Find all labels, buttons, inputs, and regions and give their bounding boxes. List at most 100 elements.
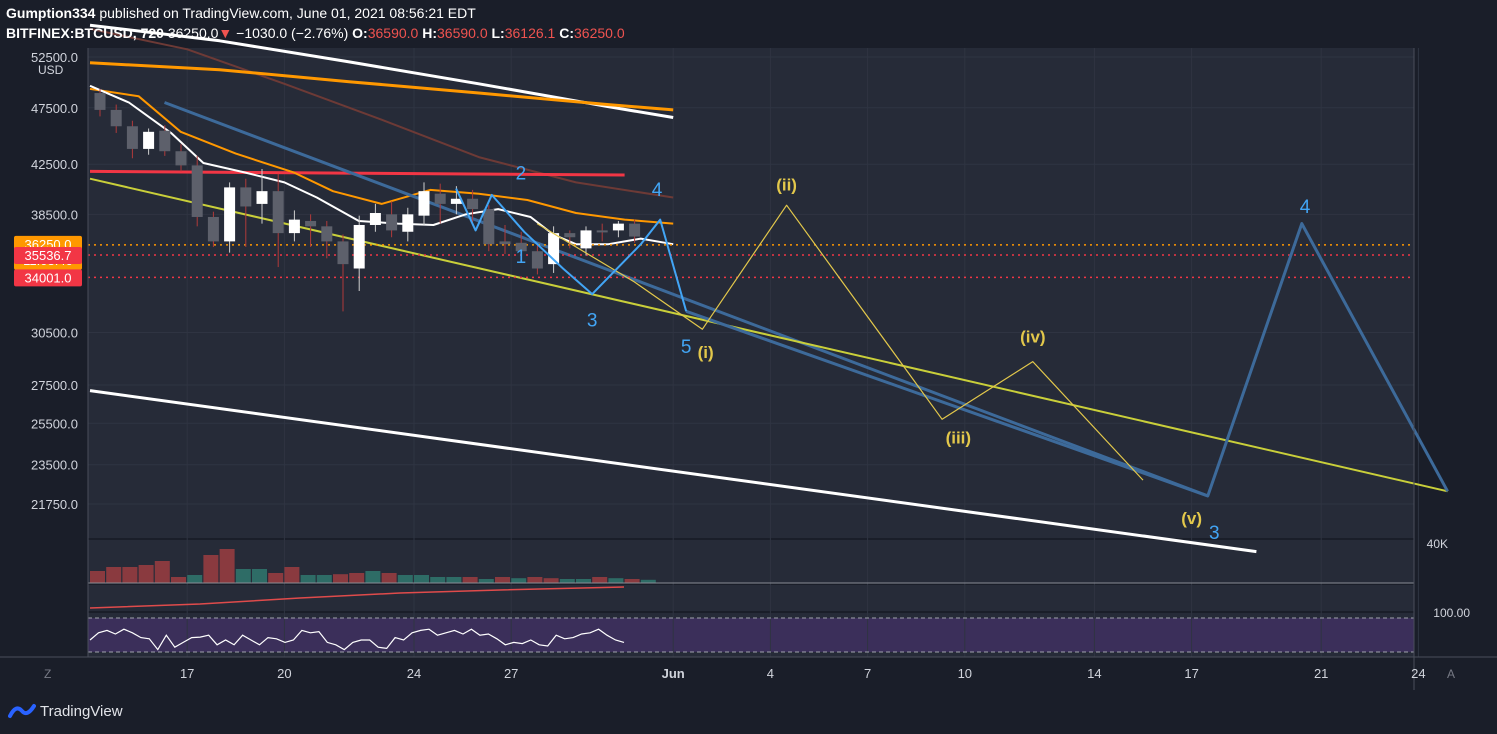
wave-label-4: 5 [681, 337, 692, 358]
x-tick-9: 17 [1184, 666, 1198, 681]
last-price: 36250.0 [167, 25, 219, 41]
price-label-box-1 [14, 246, 82, 264]
sub-panes: 40K 100.00 [88, 537, 1470, 653]
candle-11 [272, 191, 284, 234]
volume-bar-3 [138, 565, 154, 583]
candle-7 [207, 216, 219, 242]
candle-3 [143, 131, 155, 149]
open-label: O: [352, 25, 368, 41]
candle-4 [159, 130, 171, 152]
wave-label-8: (iv) [1020, 328, 1046, 347]
candle-30 [580, 230, 592, 249]
y-tick-7: 23500.0 [31, 458, 78, 473]
volume-bar-23 [462, 577, 478, 583]
wave-label-5: (i) [698, 343, 714, 362]
trend-yellow-line [89, 177, 1448, 493]
resistance-red-line [89, 169, 625, 177]
candle-15 [337, 241, 349, 265]
tradingview-watermark[interactable]: TradingView [8, 702, 123, 720]
symbol-line: BITFINEX:BTCUSD, 720 36250.0▼ −1030.0 (−… [6, 25, 625, 41]
wave-label-1: 2 [516, 163, 527, 184]
close-label: C: [559, 25, 574, 41]
x-tick-0: 17 [180, 666, 194, 681]
candle-24 [483, 209, 495, 245]
candle-6 [191, 165, 203, 217]
volume-bar-31 [592, 577, 608, 583]
volume-bar-11 [268, 573, 284, 583]
wave-label-0: 1 [516, 247, 527, 268]
x-tick-4: Jun [662, 666, 685, 681]
volume-bar-20 [414, 575, 429, 583]
candle-20 [418, 191, 430, 216]
volume-bar-24 [478, 579, 494, 583]
candle-13 [305, 220, 317, 227]
axes: 52500.0 47500.0 42500.0 38500.0 30500.0 27500… [0, 48, 1497, 690]
interval[interactable]: 720 [140, 25, 164, 41]
volume-bar-30 [576, 579, 591, 583]
corner-right[interactable]: A [1447, 667, 1455, 681]
x-tick-2: 24 [407, 666, 421, 681]
x-tick-5: 4 [767, 666, 774, 681]
candle-2 [126, 126, 138, 149]
high-value: 36590.0 [437, 25, 488, 41]
symbol[interactable]: BITFINEX:BTCUSD [6, 25, 133, 41]
x-tick-7: 10 [958, 666, 972, 681]
oscillator-line [89, 628, 625, 651]
y-tick-6: 25500.0 [31, 416, 78, 431]
volume-bar-12 [284, 567, 300, 583]
candle-1 [110, 109, 122, 127]
y-tick-8: 21750.0 [31, 497, 78, 512]
high-label: H: [422, 25, 437, 41]
y-tick-3: 38500.0 [31, 207, 78, 222]
wave-label-6: (ii) [776, 176, 797, 195]
low-label: L: [491, 25, 505, 41]
volume-bar-14 [316, 575, 332, 583]
author-name[interactable]: Gumption334 [6, 5, 96, 21]
candle-29 [564, 233, 576, 238]
candle-31 [596, 230, 608, 233]
volume-bar-21 [430, 577, 446, 583]
watermark-text: TradingView [40, 702, 123, 720]
volume-bar-2 [122, 567, 138, 583]
x-tick-10: 21 [1314, 666, 1328, 681]
candle-23 [467, 198, 479, 210]
volume-bar-13 [300, 575, 316, 583]
candle-25 [499, 241, 511, 245]
candle-8 [224, 187, 236, 242]
volume-bar-29 [559, 579, 575, 583]
candle-21 [434, 193, 446, 204]
volume-bar-27 [527, 577, 543, 583]
volume-bar-0 [90, 571, 105, 583]
close-value: 36250.0 [574, 25, 625, 41]
x-tick-8: 14 [1087, 666, 1101, 681]
volume-axis-label: 40K [1427, 537, 1448, 551]
volume-bar-18 [381, 573, 397, 583]
ma-pane-line [89, 586, 625, 609]
volume-bar-10 [252, 569, 267, 583]
candle-9 [240, 187, 252, 207]
volume-bar-1 [106, 567, 122, 583]
volume-bar-16 [349, 573, 365, 583]
down-arrow-icon: ▼ [218, 25, 233, 41]
volume-bar-26 [511, 578, 527, 583]
candle-0 [94, 93, 106, 110]
open-value: 36590.0 [367, 25, 419, 41]
corner-left[interactable]: Z [44, 667, 51, 681]
volume-bar-7 [203, 555, 219, 583]
low-value: 36126.1 [504, 25, 556, 41]
volume-bar-34 [640, 579, 656, 583]
candle-32 [612, 223, 624, 231]
publish-line: Gumption334 published on TradingView.com… [6, 5, 476, 21]
ma-pane [88, 585, 1414, 611]
projection-blue-path [685, 222, 1449, 498]
main-pane [88, 48, 1414, 538]
price-label-text-1: 35536.7 [25, 248, 72, 263]
volume-bar-5 [171, 577, 186, 583]
price-label-text-2: 34001.0 [25, 270, 72, 285]
candle-12 [288, 219, 300, 234]
candle-26 [515, 242, 527, 252]
volume-bar-6 [187, 575, 203, 583]
ma-brown-line [89, 27, 674, 199]
y-tick-1: 47500.0 [31, 101, 78, 116]
